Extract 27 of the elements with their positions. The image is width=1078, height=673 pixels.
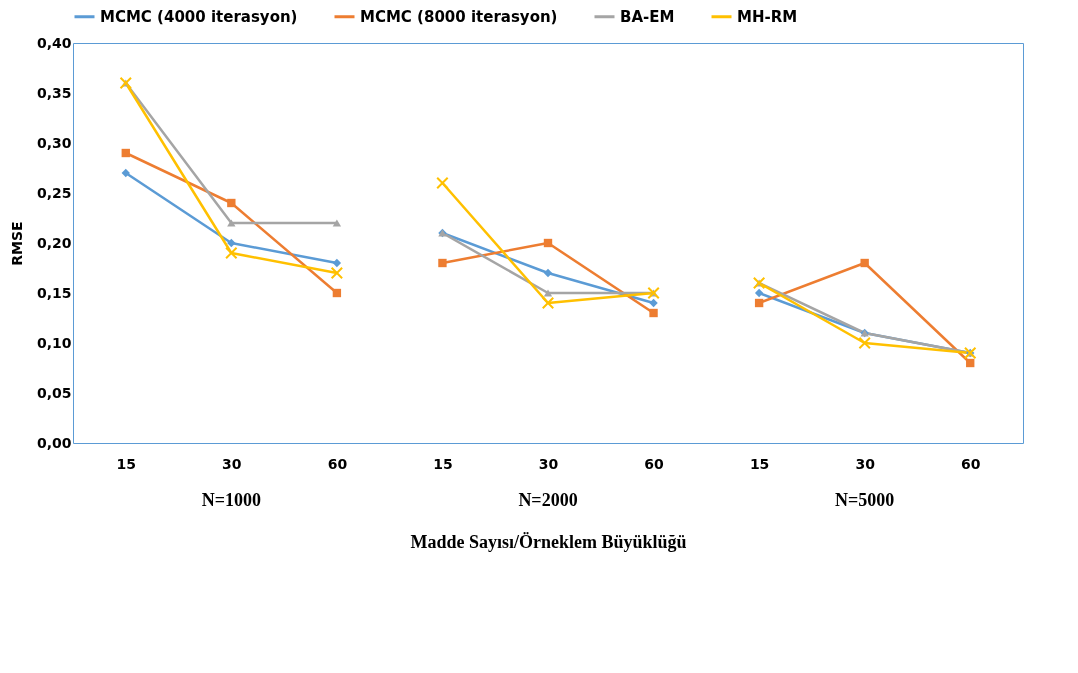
legend-label: BA-EM <box>620 7 675 26</box>
x-tick-label: 15 <box>433 455 453 472</box>
y-tick-label: 0,25 <box>36 184 72 201</box>
x-tick-label: 30 <box>222 455 242 472</box>
x-tick-label: 60 <box>960 455 981 472</box>
legend-label: MCMC (8000 iterasyon) <box>360 7 558 26</box>
y-tick-label: 0,05 <box>36 384 72 401</box>
y-tick-label: 0,40 <box>36 34 72 51</box>
x-axis-title: Madde Sayısı/Örneklem Büyüklüğü <box>410 531 687 552</box>
y-axis-title: RMSE <box>8 221 25 266</box>
x-tick-label: 30 <box>855 455 876 472</box>
text: N=5000 <box>835 490 895 510</box>
y-tick-label: 0,10 <box>36 334 72 351</box>
x-tick-label: 60 <box>644 455 665 472</box>
text: N=1000 <box>201 490 261 510</box>
legend-label: MCMC (4000 iterasyon) <box>100 7 298 26</box>
x-tick-label: 60 <box>327 455 348 472</box>
text: N=2000 <box>518 490 578 510</box>
legend-label: MH-RM <box>737 7 798 26</box>
y-tick-label: 0,20 <box>36 234 72 251</box>
x-tick-label: 30 <box>538 455 559 472</box>
x-tick-label: 15 <box>749 455 770 472</box>
y-tick-label: 0,35 <box>36 84 72 101</box>
y-tick-label: 0,30 <box>36 134 72 151</box>
y-tick-label: 0,15 <box>36 284 72 301</box>
y-tick-label: 0,00 <box>36 434 72 451</box>
x-tick-label: 15 <box>116 455 137 472</box>
